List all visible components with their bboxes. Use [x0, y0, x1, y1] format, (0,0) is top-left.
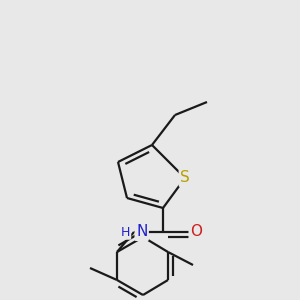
- Text: S: S: [180, 170, 190, 185]
- Text: H: H: [121, 226, 130, 238]
- Text: N: N: [136, 224, 147, 239]
- Text: O: O: [190, 224, 202, 239]
